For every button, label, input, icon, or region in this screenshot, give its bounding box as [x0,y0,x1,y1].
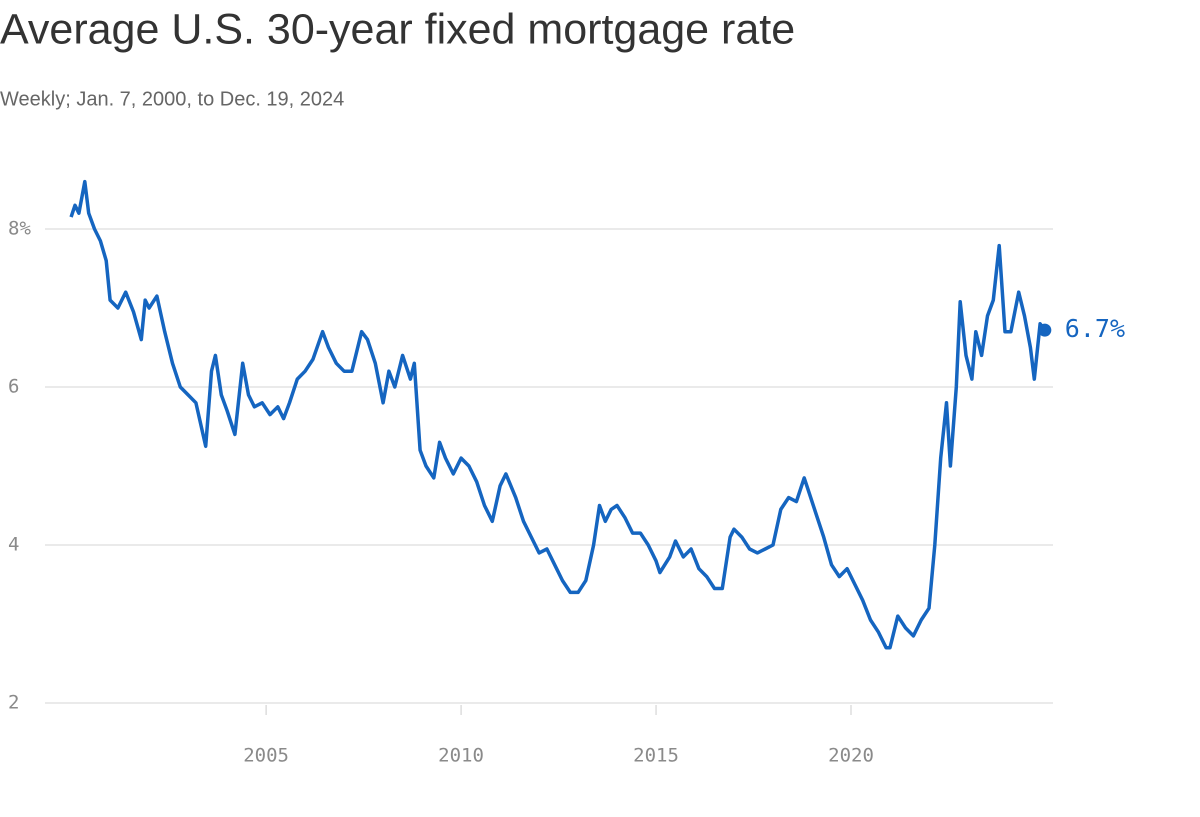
x-tick-label: 2005 [243,745,289,767]
x-tick-label: 2010 [438,745,484,767]
end-label: 6.7% [1065,314,1125,343]
chart-subtitle: Weekly; Jan. 7, 2000, to Dec. 19, 2024 [0,88,344,110]
x-tick-label: 2015 [633,745,679,767]
y-tick-label: 8% [8,218,31,240]
y-tick-label: 4 [8,534,19,556]
line [69,179,1047,650]
chart-title: Average U.S. 30-year fixed mortgage rate [0,5,795,53]
end-dot [1038,323,1052,337]
y-tick-label: 6 [8,376,19,398]
x-tick-label: 2020 [828,745,874,767]
y-tick-label: 2 [8,692,19,714]
